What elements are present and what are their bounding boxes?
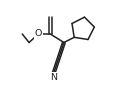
Text: N: N [50, 73, 57, 82]
Text: O: O [35, 29, 42, 39]
